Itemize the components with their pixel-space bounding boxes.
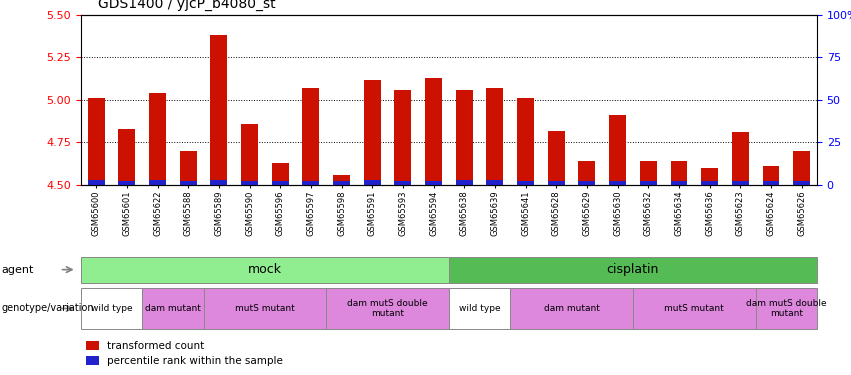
Bar	[762, 166, 780, 185]
Text: cisplatin: cisplatin	[607, 263, 660, 276]
Text: dam mutant: dam mutant	[145, 304, 201, 313]
Bar	[426, 78, 442, 185]
Bar	[448, 288, 511, 329]
Text: wild type: wild type	[91, 304, 132, 313]
Bar	[609, 115, 626, 185]
Bar	[81, 288, 142, 329]
Bar	[640, 161, 657, 185]
Bar	[517, 181, 534, 185]
Bar	[302, 181, 319, 185]
Bar	[732, 132, 749, 185]
Text: dam mutS double
mutant: dam mutS double mutant	[347, 299, 428, 318]
Text: dam mutS double
mutant: dam mutS double mutant	[746, 299, 826, 318]
Bar	[487, 180, 503, 185]
Legend: transformed count, percentile rank within the sample: transformed count, percentile rank withi…	[86, 341, 283, 366]
Bar	[118, 182, 135, 185]
Bar	[271, 163, 288, 185]
Text: wild type: wild type	[459, 304, 500, 313]
Text: genotype/variation: genotype/variation	[2, 303, 94, 313]
Bar	[88, 180, 105, 185]
Bar	[333, 182, 350, 185]
Bar	[579, 182, 596, 185]
Bar	[118, 129, 135, 185]
Text: mock: mock	[248, 263, 282, 276]
Bar	[517, 98, 534, 185]
Bar	[456, 180, 472, 185]
Bar	[548, 181, 565, 185]
Bar	[448, 256, 817, 283]
Bar	[149, 93, 166, 185]
Text: GDS1400 / yjcP_b4080_st: GDS1400 / yjcP_b4080_st	[98, 0, 276, 11]
Bar	[762, 182, 780, 185]
Bar	[579, 161, 596, 185]
Bar	[210, 35, 227, 185]
Bar	[210, 180, 227, 185]
Bar	[793, 151, 810, 185]
Bar	[671, 182, 688, 185]
Bar	[363, 80, 380, 185]
Bar	[180, 151, 197, 185]
Bar	[88, 98, 105, 185]
Text: mutS mutant: mutS mutant	[665, 304, 724, 313]
Bar	[548, 130, 565, 185]
Bar	[302, 88, 319, 185]
Bar	[395, 181, 411, 185]
Bar	[732, 181, 749, 185]
Text: mutS mutant: mutS mutant	[235, 304, 294, 313]
Bar	[756, 288, 817, 329]
Bar	[395, 90, 411, 185]
Bar	[633, 288, 756, 329]
Bar	[426, 181, 442, 185]
Bar	[81, 256, 448, 283]
Text: agent: agent	[2, 265, 34, 274]
Bar	[241, 181, 258, 185]
Bar	[363, 180, 380, 185]
Bar	[487, 88, 503, 185]
Bar	[326, 288, 448, 329]
Text: dam mutant: dam mutant	[544, 304, 599, 313]
Bar	[142, 288, 203, 329]
Bar	[671, 161, 688, 185]
Bar	[640, 182, 657, 185]
Bar	[456, 90, 472, 185]
Bar	[609, 181, 626, 185]
Bar	[203, 288, 326, 329]
Bar	[701, 182, 718, 185]
Bar	[180, 182, 197, 185]
Bar	[241, 124, 258, 185]
Bar	[701, 168, 718, 185]
Bar	[271, 182, 288, 185]
Bar	[511, 288, 633, 329]
Bar	[149, 180, 166, 185]
Bar	[333, 175, 350, 185]
Bar	[793, 182, 810, 185]
